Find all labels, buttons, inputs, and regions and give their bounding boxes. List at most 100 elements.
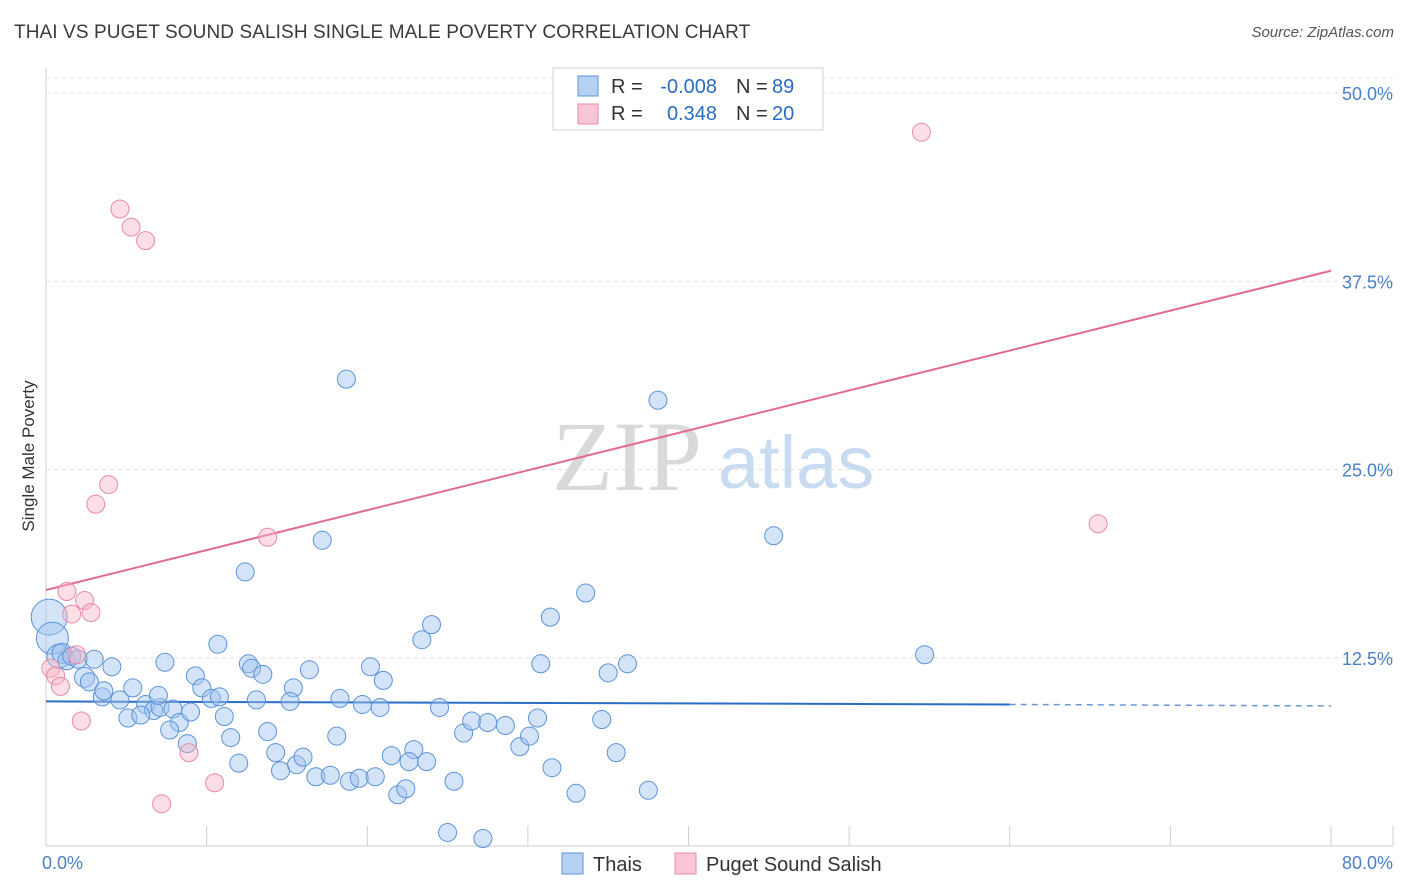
legend-n-value-1: 89: [772, 76, 794, 98]
point-thais: [84, 649, 104, 669]
point-salish: [121, 217, 141, 237]
point-thais: [438, 822, 458, 842]
legend-n-label-1: N =: [736, 76, 768, 98]
point-thais: [336, 369, 356, 389]
bottom-legend-thais: Thais: [593, 854, 642, 876]
y-axis-title: Single Male Poverty: [19, 380, 38, 532]
point-thais: [160, 720, 180, 740]
y-tick-label: 37.5%: [1342, 272, 1393, 292]
point-salish: [258, 527, 278, 547]
point-thais: [430, 697, 450, 717]
trend-line-salish: [45, 269, 1332, 591]
point-salish: [81, 603, 101, 623]
point-thais: [495, 716, 515, 736]
point-thais: [528, 708, 548, 728]
point-salish: [136, 231, 156, 251]
trend-line-thais: [45, 700, 1010, 706]
point-thais: [131, 705, 151, 725]
legend-swatch-thais: [577, 75, 599, 97]
watermark-atlas: atlas: [718, 421, 874, 504]
point-thais: [271, 761, 291, 781]
point-thais: [320, 765, 340, 785]
point-thais: [399, 752, 419, 772]
point-thais: [598, 663, 618, 683]
point-thais: [266, 743, 286, 763]
point-salish: [86, 494, 106, 514]
chart-title: THAI VS PUGET SOUND SALISH SINGLE MALE P…: [14, 22, 751, 43]
point-salish: [57, 582, 77, 602]
point-thais: [396, 779, 416, 799]
point-thais: [540, 607, 560, 627]
point-thais: [280, 691, 300, 711]
point-thais: [299, 660, 319, 680]
point-salish: [46, 666, 66, 686]
point-thais: [306, 767, 326, 787]
point-thais: [110, 690, 130, 710]
trend-lines: [45, 269, 1332, 707]
point-thais: [118, 708, 138, 728]
point-thais: [293, 747, 313, 767]
point-thais: [542, 758, 562, 778]
legend-r-value-2: 0.348: [667, 103, 717, 125]
point-salish: [179, 743, 199, 763]
point-thais: [360, 657, 380, 677]
point-thais: [592, 710, 612, 730]
legend-n-value-2: 20: [772, 103, 794, 125]
point-thais: [209, 687, 229, 707]
data-points: [30, 122, 1108, 848]
point-thais: [258, 722, 278, 742]
legend-r-label-1: R =: [611, 76, 643, 98]
y-tick-label: 25.0%: [1342, 461, 1393, 481]
point-thais: [478, 713, 498, 733]
point-thais: [915, 645, 935, 665]
watermark-zip: ZIP: [552, 401, 702, 512]
x-tick-label-min: 0.0%: [42, 853, 83, 873]
x-tick-label-max: 80.0%: [1342, 853, 1393, 873]
point-thais: [155, 652, 175, 672]
legend-r-label-2: R =: [611, 103, 643, 125]
bottom-legend-swatch-thais: [561, 852, 584, 875]
axes: [45, 68, 1394, 847]
point-thais: [444, 771, 464, 791]
point-thais: [365, 767, 385, 787]
point-thais: [349, 768, 369, 788]
point-thais: [330, 688, 350, 708]
legend: R = -0.008 N = 89 R = 0.348 N = 20: [552, 67, 824, 131]
point-thais: [566, 783, 586, 803]
point-salish: [71, 711, 91, 731]
legend-r-value-1: -0.008: [660, 76, 717, 98]
point-thais: [102, 657, 122, 677]
point-thais: [221, 728, 241, 748]
point-thais: [30, 598, 68, 636]
point-salish: [99, 475, 119, 495]
bottom-legend-swatch-salish: [674, 852, 697, 875]
point-thais: [242, 658, 262, 678]
point-thais: [352, 694, 372, 714]
y-tick-labels: 12.5% 25.0% 37.5% 50.0%: [1342, 84, 1393, 669]
point-thais: [79, 672, 99, 692]
point-thais: [417, 752, 437, 772]
point-thais: [510, 737, 530, 757]
point-thais: [148, 685, 168, 705]
point-thais: [208, 634, 228, 654]
point-thais: [235, 562, 255, 582]
legend-n-label-2: N =: [736, 103, 768, 125]
source-label: Source: ZipAtlas.com: [1251, 24, 1394, 41]
point-salish: [205, 773, 225, 793]
point-thais: [648, 390, 668, 410]
point-salish: [67, 645, 87, 665]
y-tick-label: 50.0%: [1342, 84, 1393, 104]
point-salish: [75, 591, 95, 611]
bottom-legend-salish: Puget Sound Salish: [706, 854, 882, 876]
legend-swatch-salish: [577, 103, 599, 125]
point-salish: [62, 604, 82, 624]
point-salish: [152, 794, 172, 814]
point-thais: [74, 666, 96, 688]
point-thais: [287, 755, 307, 775]
point-thais: [370, 697, 390, 717]
y-tick-label: 12.5%: [1342, 649, 1393, 669]
trend-line-thais-extension: [1009, 703, 1332, 707]
point-thais: [253, 664, 273, 684]
point-thais: [381, 746, 401, 766]
